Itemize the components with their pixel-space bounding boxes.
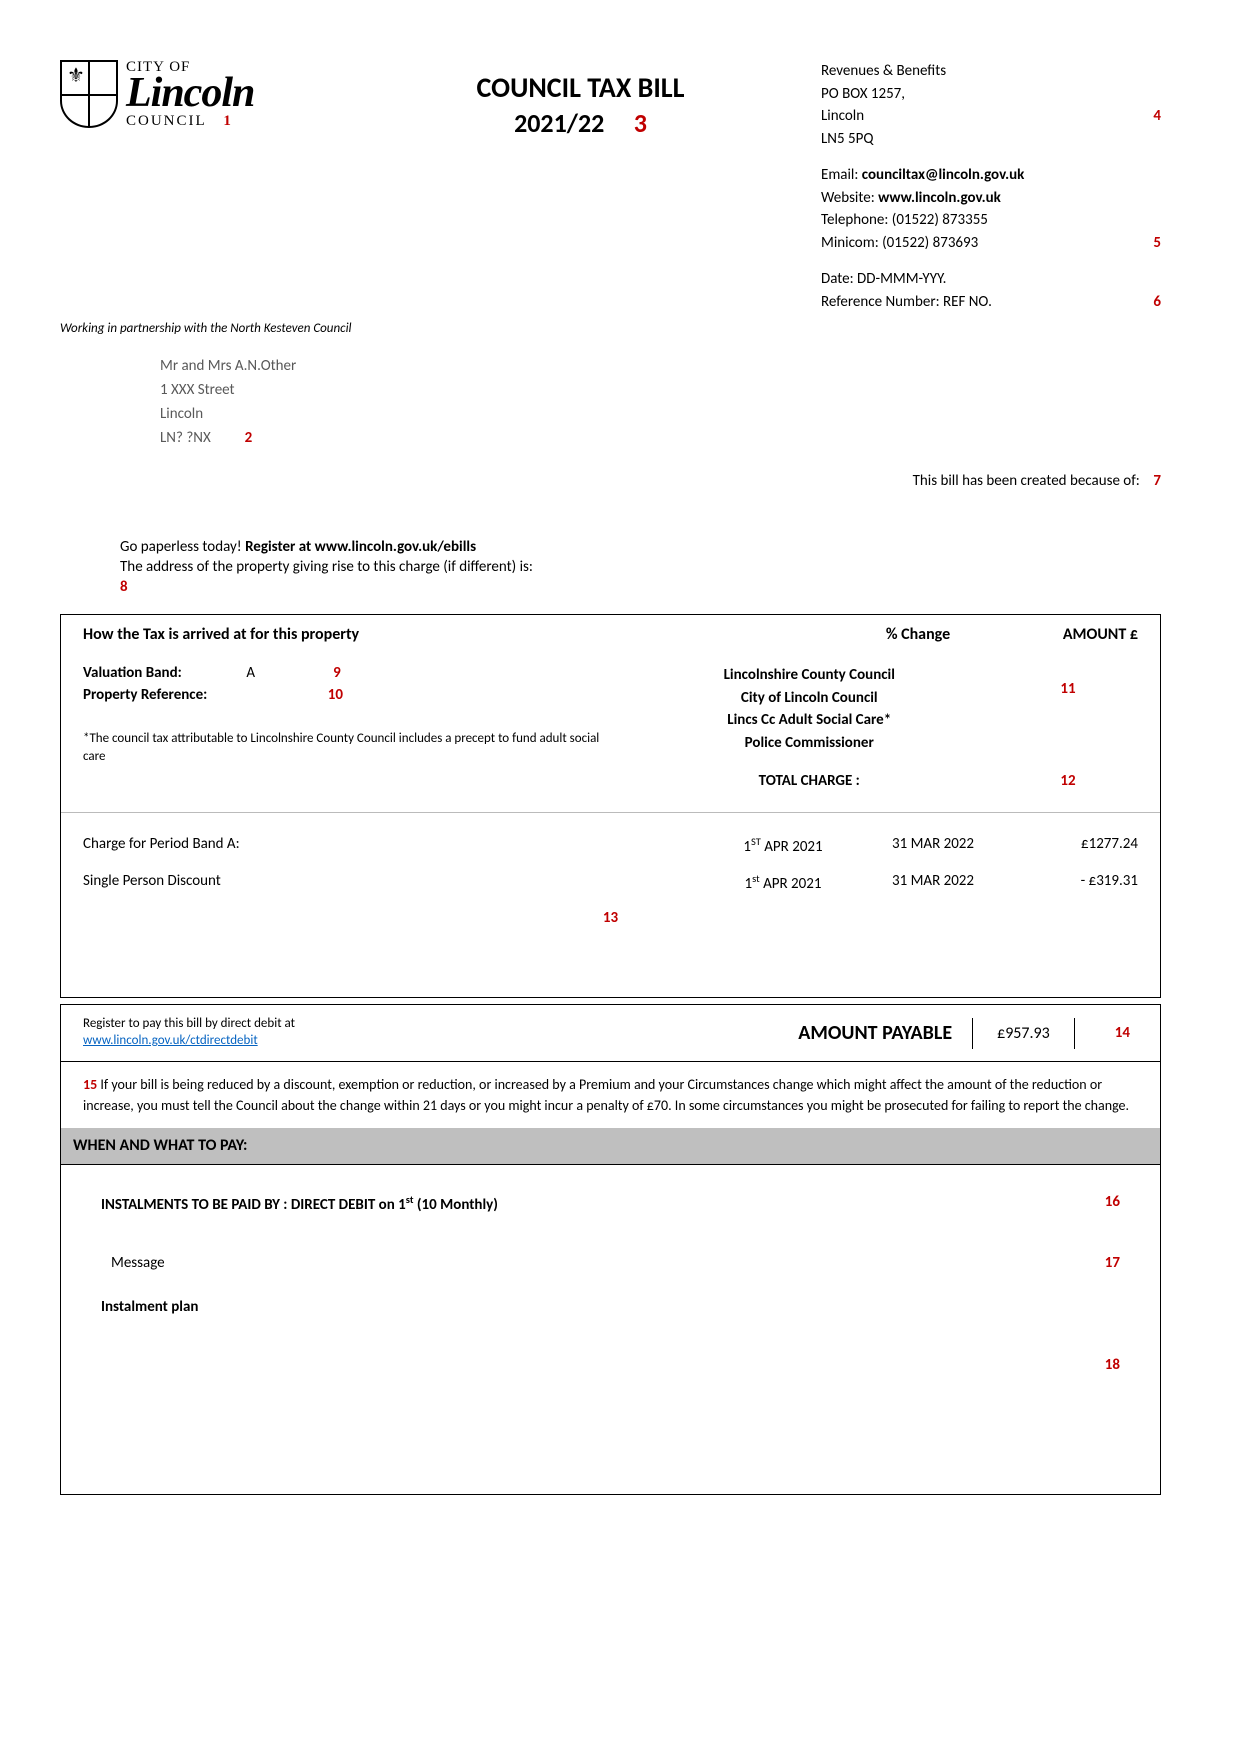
- sender-ref: REF NO.: [943, 293, 992, 311]
- minicom-label: Minicom:: [821, 234, 882, 252]
- instalment-plan-label: Instalment plan: [101, 1298, 1120, 1316]
- email-label: Email:: [821, 166, 862, 184]
- annotation-1: 1: [223, 113, 233, 129]
- header-amount: AMOUNT £: [998, 625, 1138, 644]
- annotation-5: 5: [1153, 232, 1161, 255]
- annotation-12: 12: [1060, 772, 1075, 790]
- amount-payable-box: Register to pay this bill by direct debi…: [60, 1004, 1161, 1062]
- tax-box-header: How the Tax is arrived at for this prope…: [61, 615, 1160, 654]
- valuation-band-label: Valuation Band:: [83, 664, 243, 682]
- annotation-15: 15: [83, 1076, 97, 1093]
- created-because: This bill has been created because of: 7: [60, 472, 1161, 490]
- charge-to: 31 MAR 2022: [858, 872, 1008, 893]
- sender-email: counciltax@lincoln.gov.uk: [862, 166, 1025, 184]
- annotation-9: 9: [333, 664, 341, 682]
- recipient-city: Lincoln: [160, 402, 1161, 426]
- annotation-3: 3: [634, 107, 647, 139]
- logo-council: COUNCIL 1: [126, 114, 254, 128]
- recipient-postcode: LN? ?NX: [160, 429, 211, 447]
- header-how: How the Tax is arrived at for this prope…: [83, 625, 838, 644]
- sender-postcode: LN5 5PQ: [821, 128, 1161, 151]
- annotation-14: 14: [1115, 1024, 1130, 1042]
- authority-item: City of Lincoln Council: [621, 687, 999, 710]
- paperless-link: Register at www.lincoln.gov.uk/ebills: [245, 538, 476, 556]
- sender-dept: Revenues & Benefits: [821, 60, 1161, 83]
- authorities-list: Lincolnshire County Council City of Linc…: [621, 664, 999, 754]
- annotation-7: 7: [1153, 472, 1161, 490]
- annotation-2: 2: [245, 429, 253, 447]
- sender-website: www.lincoln.gov.uk: [878, 189, 1001, 207]
- date-label: Date:: [821, 270, 857, 288]
- instalments-line: INSTALMENTS TO BE PAID BY : DIRECT DEBIT…: [101, 1193, 1060, 1214]
- recipient-line1: 1 XXX Street: [160, 378, 1161, 402]
- annotation-6: 6: [1153, 291, 1161, 314]
- council-logo: ⚜ CITY OF Lincoln COUNCIL 1: [60, 60, 340, 128]
- recipient-name: Mr and Mrs A.N.Other: [160, 354, 1161, 378]
- logo-block: ⚜ CITY OF Lincoln COUNCIL 1: [60, 60, 340, 128]
- charge-label: Charge for Period Band A:: [83, 835, 708, 856]
- social-care-footnote: *The council tax attributable to Lincoln…: [83, 730, 601, 765]
- sender-minicom: (01522) 873693: [882, 234, 978, 252]
- valuation-band-value: A: [246, 664, 255, 682]
- recipient-block: Mr and Mrs A.N.Other 1 XXX Street Lincol…: [160, 354, 1161, 450]
- annotation-18: 18: [1105, 1356, 1120, 1374]
- annotation-8: 8: [120, 578, 1161, 596]
- header-change: % Change: [838, 625, 998, 644]
- total-charge-label: TOTAL CHARGE :: [621, 772, 999, 790]
- amount-payable-label: AMOUNT PAYABLE: [778, 1015, 972, 1051]
- ref-label: Reference Number:: [821, 293, 943, 311]
- annotation-4: 4: [1153, 105, 1161, 128]
- sender-line1: PO BOX 1257,: [821, 83, 1161, 106]
- property-ref-label: Property Reference:: [83, 686, 243, 704]
- sender-date: DD-MMM-YYY.: [857, 270, 946, 288]
- shield-icon: ⚜: [60, 60, 118, 128]
- partnership-text: Working in partnership with the North Ke…: [60, 321, 1161, 336]
- authority-item: Police Commissioner: [621, 732, 999, 755]
- property-details: Valuation Band: A 9 Property Reference: …: [83, 664, 611, 790]
- disclaimer-text: If your bill is being reduced by a disco…: [83, 1076, 1129, 1114]
- doc-year: 2021/22 3: [340, 107, 821, 139]
- charge-from: 1st APR 2021: [708, 872, 858, 893]
- charge-row: Single Person Discount 1st APR 2021 31 M…: [83, 872, 1138, 893]
- annotation-13: 13: [603, 909, 618, 927]
- charge-row: Charge for Period Band A: 1ST APR 2021 3…: [83, 835, 1138, 856]
- annotation-16: 16: [1105, 1193, 1120, 1211]
- charge-from: 1ST APR 2021: [708, 835, 858, 856]
- doc-title: COUNCIL TAX BILL: [340, 70, 821, 105]
- logo-text: CITY OF Lincoln COUNCIL 1: [126, 60, 254, 128]
- annotation-10: 10: [328, 686, 343, 704]
- charge-to: 31 MAR 2022: [858, 835, 1008, 856]
- sender-block: Revenues & Benefits PO BOX 1257, Lincoln…: [821, 60, 1161, 313]
- page: ⚜ CITY OF Lincoln COUNCIL 1 COUNCIL TAX …: [0, 0, 1241, 1555]
- fleur-icon: ⚜: [67, 66, 85, 86]
- direct-debit-link[interactable]: www.lincoln.gov.uk/ctdirectdebit: [83, 1033, 258, 1048]
- authority-item: Lincolnshire County Council: [621, 664, 999, 687]
- header-row: ⚜ CITY OF Lincoln COUNCIL 1 COUNCIL TAX …: [60, 60, 1161, 313]
- authority-item: Lincs Cc Adult Social Care*: [621, 709, 999, 732]
- website-label: Website:: [821, 189, 878, 207]
- paperless-line: Go paperless today! Register at www.linc…: [120, 538, 1161, 556]
- disclaimer-box: 15 If your bill is being reduced by a di…: [60, 1062, 1161, 1165]
- tax-calc-box: How the Tax is arrived at for this prope…: [60, 614, 1161, 998]
- authorities-col: Lincolnshire County Council City of Linc…: [611, 664, 1139, 790]
- payment-section: INSTALMENTS TO BE PAID BY : DIRECT DEBIT…: [60, 1165, 1161, 1495]
- sender-city: Lincoln: [821, 105, 1153, 128]
- charges-block: Charge for Period Band A: 1ST APR 2021 3…: [61, 812, 1160, 997]
- sender-telephone: (01522) 873355: [892, 211, 988, 229]
- instalments-block: INSTALMENTS TO BE PAID BY : DIRECT DEBIT…: [61, 1165, 1160, 1434]
- charge-amount: £1277.24: [1008, 835, 1138, 856]
- charge-amount: - £319.31: [1008, 872, 1138, 893]
- telephone-label: Telephone:: [821, 211, 892, 229]
- property-addr-intro: The address of the property giving rise …: [120, 558, 1161, 576]
- direct-debit-register: Register to pay this bill by direct debi…: [83, 1016, 778, 1050]
- annotation-11: 11: [1060, 680, 1075, 698]
- when-what-header: WHEN AND WHAT TO PAY:: [61, 1128, 1160, 1164]
- charge-label: Single Person Discount: [83, 872, 708, 893]
- logo-name: Lincoln: [126, 74, 254, 114]
- message-label: Message: [101, 1254, 1060, 1272]
- title-block: COUNCIL TAX BILL 2021/22 3: [340, 60, 821, 139]
- annotation-17: 17: [1105, 1254, 1120, 1272]
- amount-payable-value: £957.93: [972, 1018, 1075, 1049]
